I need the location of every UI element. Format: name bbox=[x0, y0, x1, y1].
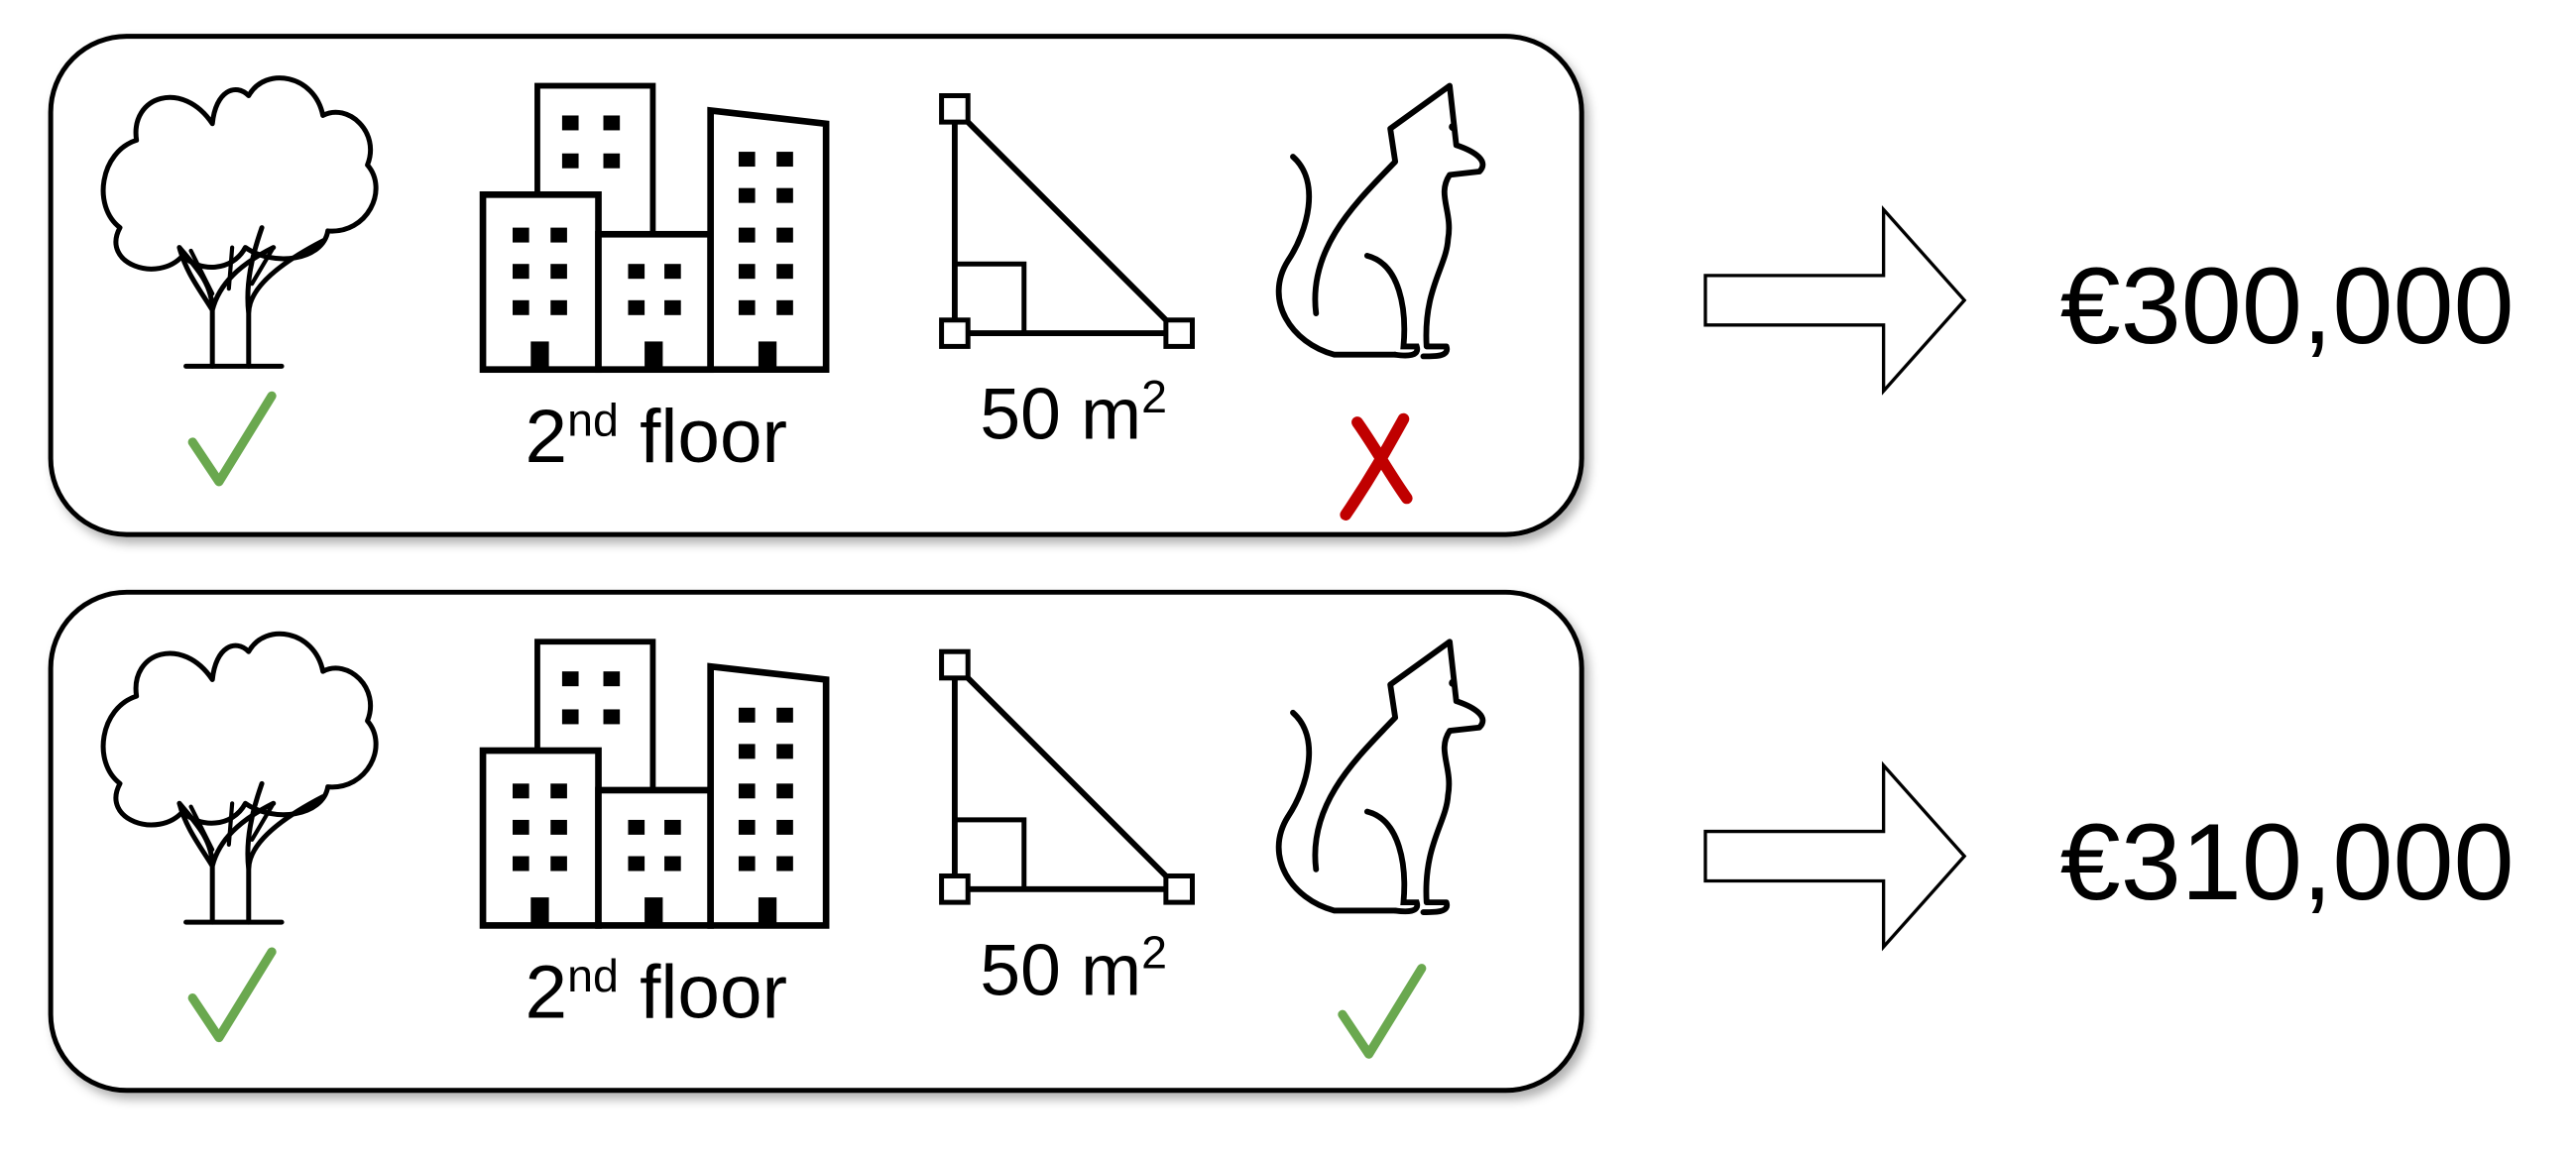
option-row-2: 2nd floor 50 m2 €310,000 bbox=[48, 589, 2515, 1094]
arrow-right-icon bbox=[1703, 207, 1966, 393]
price-label: €310,000 bbox=[2060, 802, 2515, 923]
area-label: 50 m2 bbox=[980, 927, 1167, 1011]
area-label: 50 m2 bbox=[980, 371, 1167, 455]
arrow-right-icon bbox=[1703, 763, 1966, 949]
option-row-1: 2nd floor 50 m2 €300,000 bbox=[48, 34, 2515, 537]
price-label: €300,000 bbox=[2060, 246, 2515, 367]
floor-label: 2nd floor bbox=[526, 950, 787, 1035]
floor-label: 2nd floor bbox=[526, 394, 787, 479]
